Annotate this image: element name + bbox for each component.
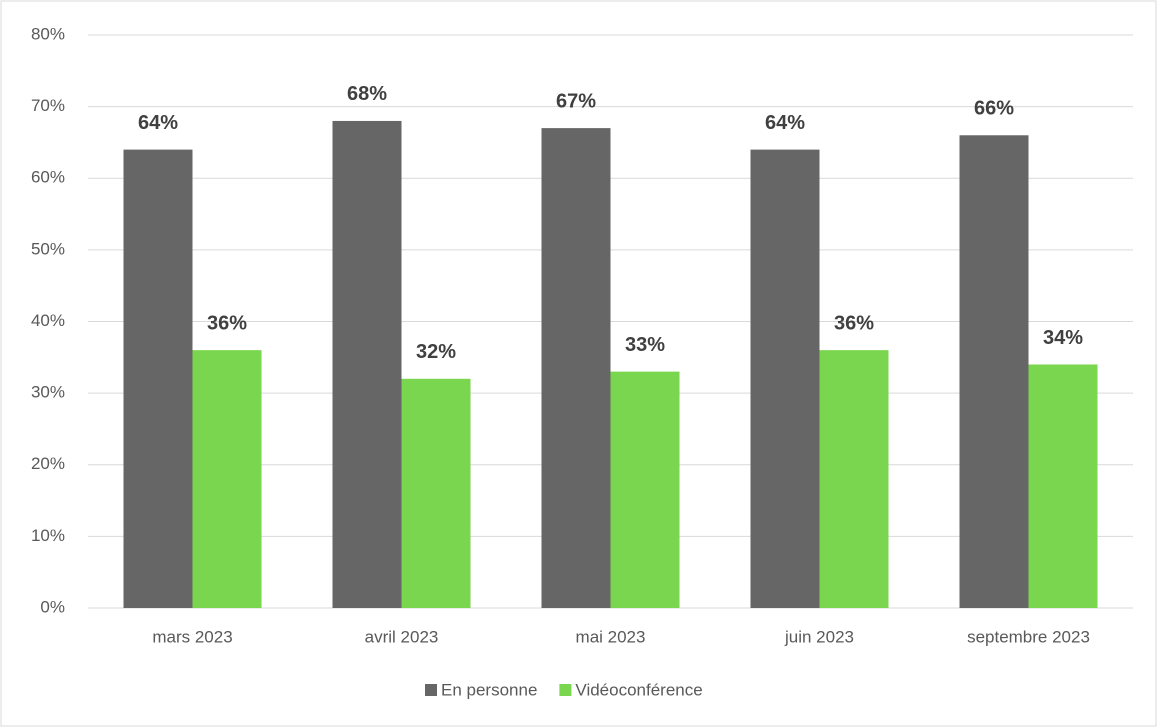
legend-swatch <box>559 684 572 696</box>
y-tick-label: 40% <box>31 311 65 330</box>
x-tick-label: mars 2023 <box>152 627 232 646</box>
bar <box>610 371 680 608</box>
legend-swatch <box>425 684 437 696</box>
y-tick-label: 0% <box>40 597 65 616</box>
y-tick-label: 60% <box>31 168 65 187</box>
bar <box>819 350 889 608</box>
value-label: 36% <box>834 312 874 334</box>
x-tick-label: mai 2023 <box>576 627 646 646</box>
bar <box>959 135 1029 608</box>
value-label: 64% <box>765 112 805 134</box>
x-tick-label: septembre 2023 <box>967 627 1090 646</box>
y-tick-label: 10% <box>31 526 65 545</box>
bar <box>750 149 820 608</box>
value-label: 68% <box>347 83 387 105</box>
value-label: 32% <box>416 341 456 363</box>
value-label: 33% <box>625 334 665 356</box>
bar <box>332 120 402 608</box>
bar <box>541 128 611 609</box>
y-tick-label: 70% <box>31 96 65 115</box>
x-tick-label: avril 2023 <box>365 627 439 646</box>
value-label: 67% <box>556 90 596 112</box>
x-tick-label: juin 2023 <box>784 627 854 646</box>
bar <box>192 350 262 608</box>
y-tick-label: 50% <box>31 239 65 258</box>
value-label: 36% <box>207 312 247 334</box>
legend-label: En personne <box>441 680 537 699</box>
bar <box>1028 364 1098 608</box>
y-tick-label: 30% <box>31 383 65 402</box>
y-tick-label: 20% <box>31 454 65 473</box>
y-tick-label: 80% <box>31 24 65 43</box>
value-label: 66% <box>974 98 1014 120</box>
value-label: 34% <box>1043 327 1083 349</box>
bar <box>401 378 471 608</box>
legend-label: Vidéoconférence <box>575 680 702 699</box>
bar <box>123 149 193 608</box>
value-label: 64% <box>138 112 178 134</box>
